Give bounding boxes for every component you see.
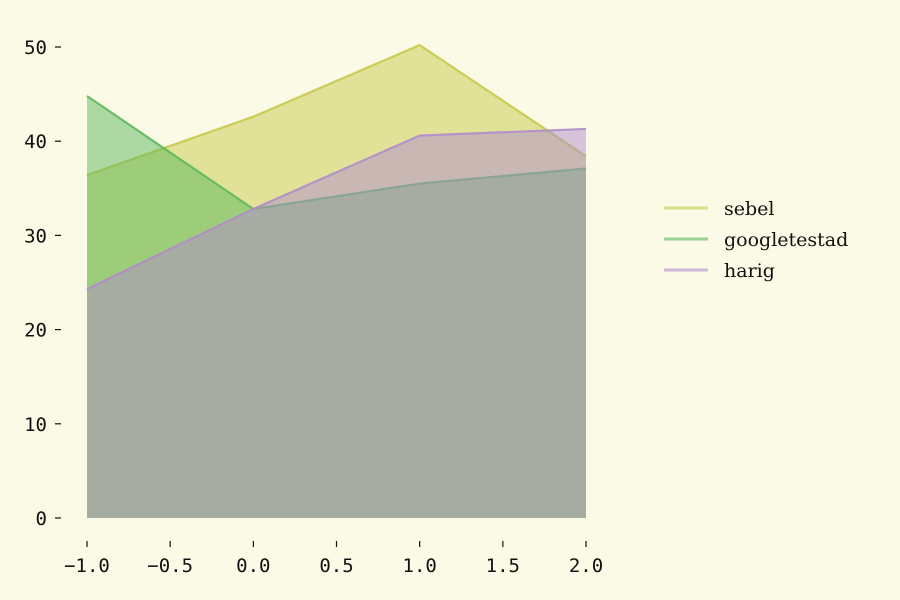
legend-label-googletestad: googletestad xyxy=(724,229,848,251)
area-fill-harig xyxy=(87,128,586,518)
y-tick-label: 30 xyxy=(24,225,47,247)
area-series-group xyxy=(86,43,587,519)
x-axis: −1.0 −0.5 0.0 0.5 1.0 1.5 2.0 xyxy=(64,541,603,577)
x-tick-label: 1.0 xyxy=(403,555,437,577)
series-line-harig xyxy=(86,127,587,291)
y-tick-label: 50 xyxy=(24,37,47,59)
x-tick-label: 1.5 xyxy=(486,555,520,577)
x-tick-label: 2.0 xyxy=(569,555,603,577)
y-tick-label: 10 xyxy=(24,414,47,436)
y-tick-label: 40 xyxy=(24,131,47,153)
legend: sebel googletestad harig xyxy=(664,198,848,282)
x-tick-label: −0.5 xyxy=(147,555,193,577)
y-tick-label: 0 xyxy=(36,508,47,530)
x-tick-label: 0.0 xyxy=(236,555,270,577)
legend-label-harig: harig xyxy=(724,260,775,282)
x-tick-label: −1.0 xyxy=(64,555,110,577)
x-tick-label: 0.5 xyxy=(319,555,353,577)
y-axis: 0 10 20 30 40 50 xyxy=(24,37,61,530)
y-tick-label: 20 xyxy=(24,320,47,342)
series-line-sebel xyxy=(86,43,587,177)
legend-label-sebel: sebel xyxy=(724,198,774,220)
